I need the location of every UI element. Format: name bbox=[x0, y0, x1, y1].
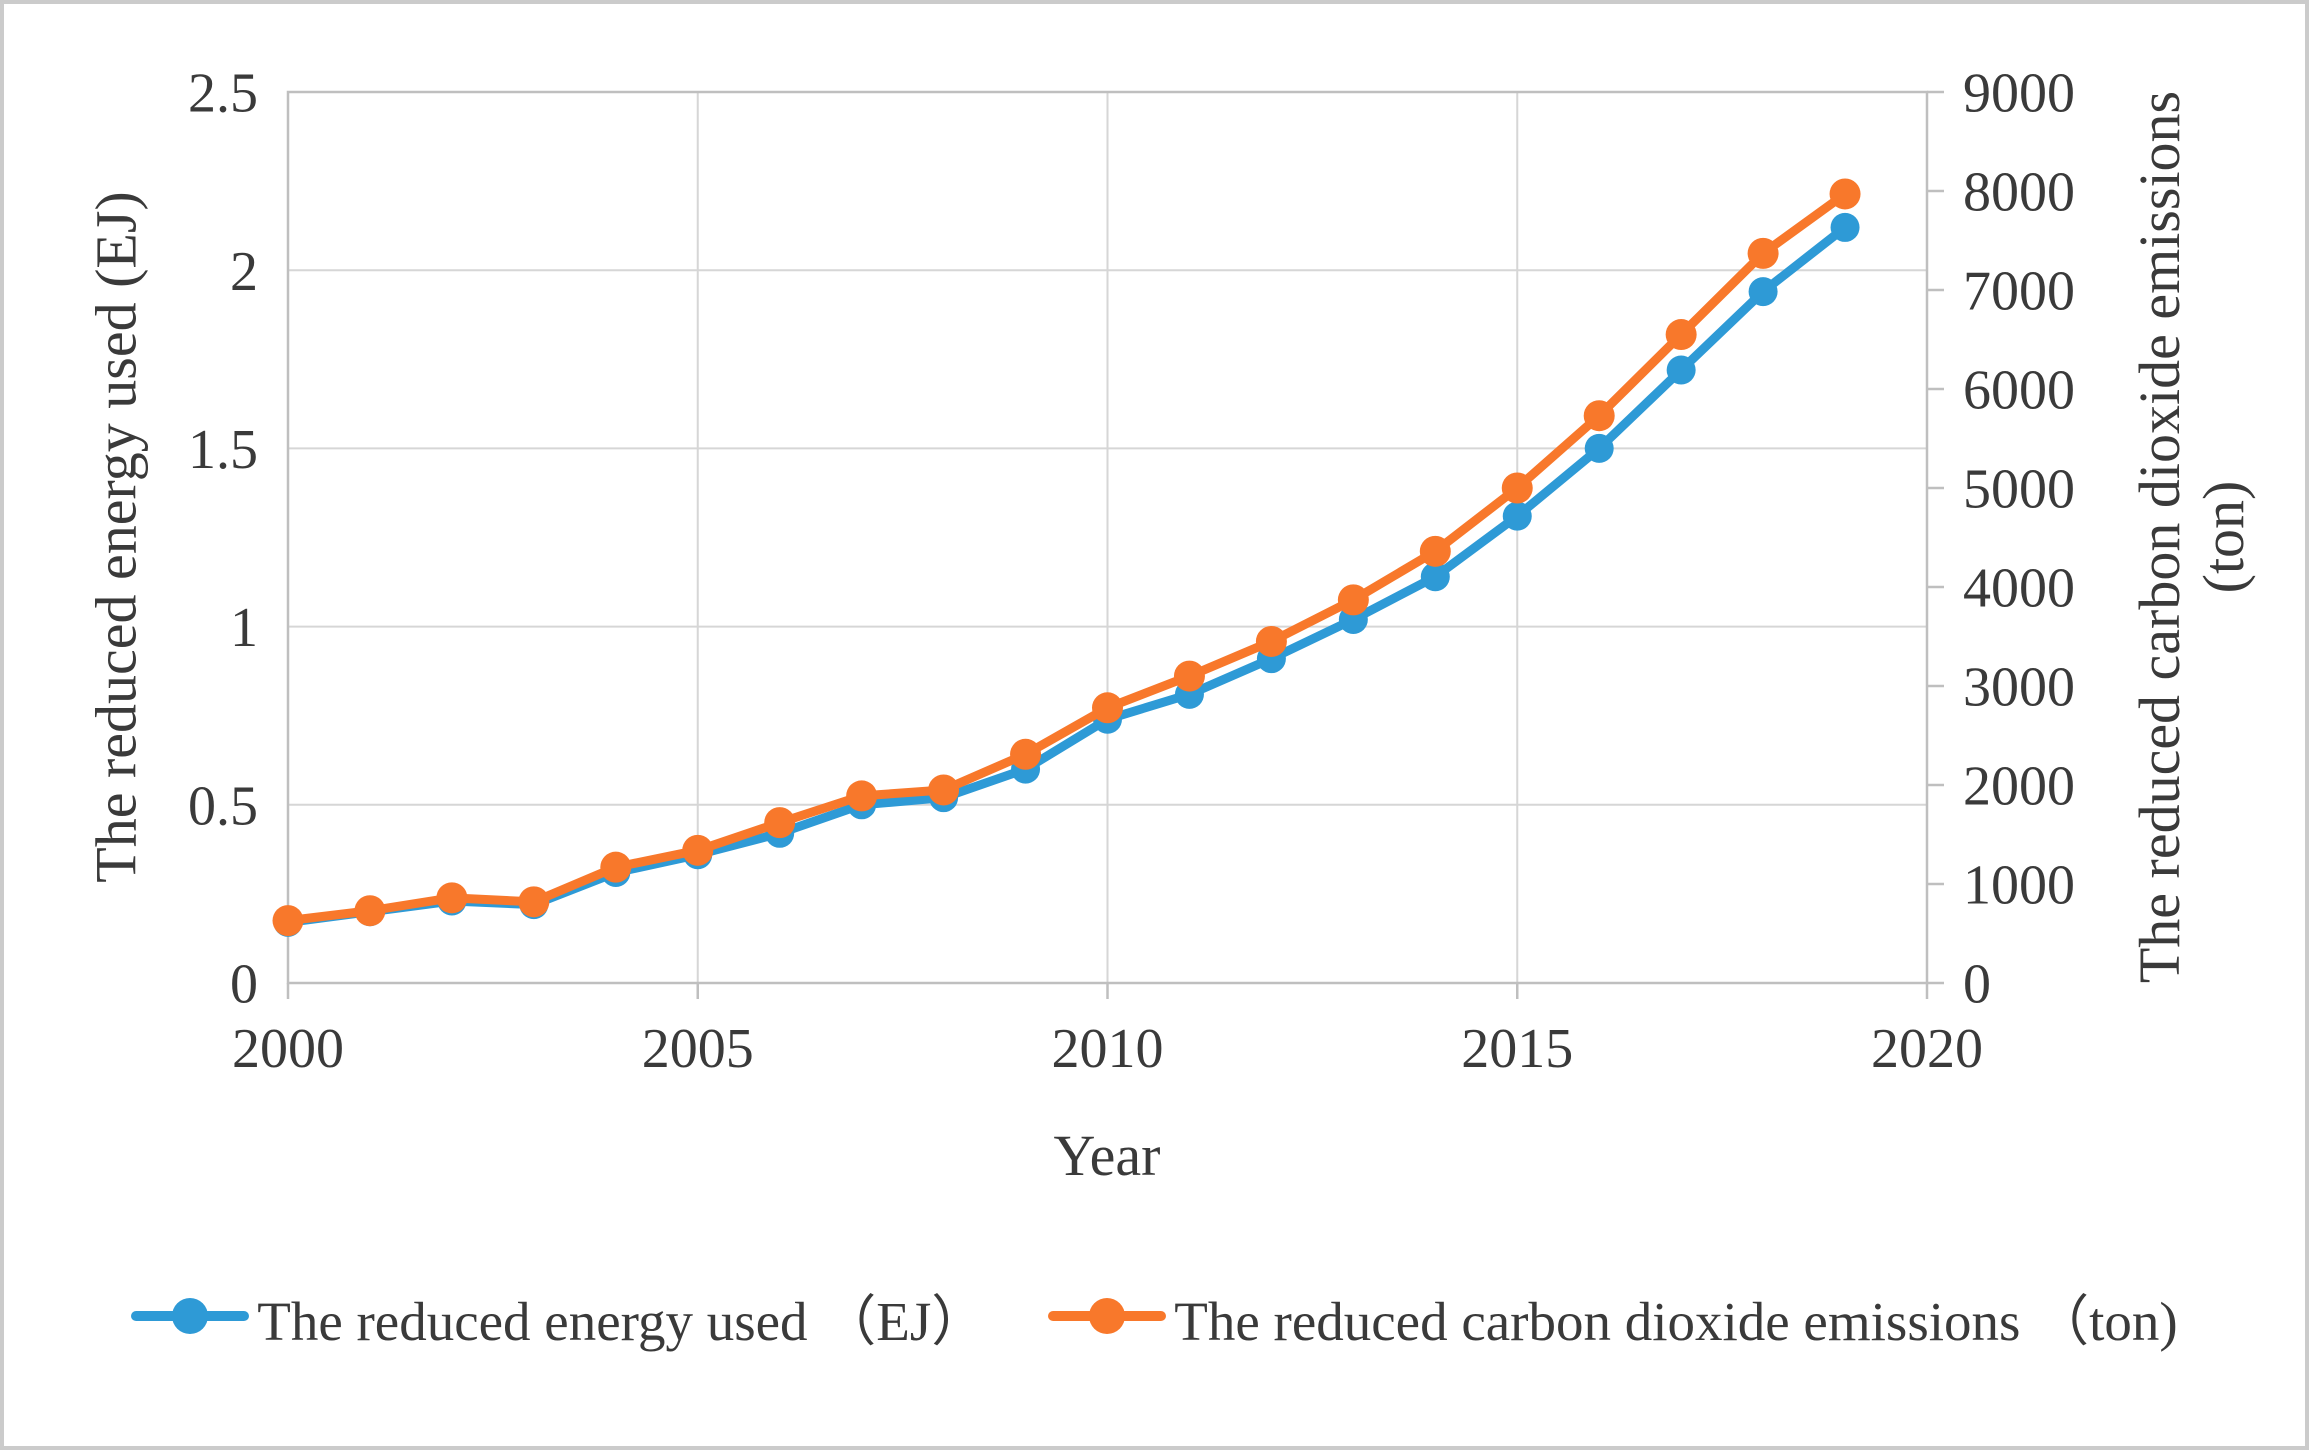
data-point-co2 bbox=[1337, 584, 1369, 616]
series-line-energy bbox=[283, 222, 1850, 927]
data-point-energy bbox=[1584, 433, 1614, 463]
data-point-co2 bbox=[272, 905, 304, 937]
legend: The reduced energy used （EJ） The reduced… bbox=[4, 1276, 2305, 1356]
legend-item-co2: The reduced carbon dioxide emissions （to… bbox=[1048, 1276, 2178, 1356]
left-axis-tick-label: 2.5 bbox=[188, 63, 258, 125]
legend-label-co2: The reduced carbon dioxide emissions （to… bbox=[1174, 1291, 2178, 1352]
left-axis-tick-label: 1 bbox=[230, 597, 258, 659]
legend-dot-icon bbox=[172, 1298, 209, 1334]
left-axis-tick-label: 2 bbox=[230, 241, 258, 303]
series-line-co2 bbox=[283, 189, 1850, 926]
data-point-co2 bbox=[682, 834, 714, 866]
data-point-energy bbox=[1830, 212, 1860, 242]
data-point-co2 bbox=[1173, 660, 1205, 692]
data-point-energy bbox=[1748, 277, 1778, 307]
data-point-co2 bbox=[1092, 692, 1123, 724]
data-point-co2 bbox=[764, 807, 796, 839]
data-point-co2 bbox=[1665, 319, 1697, 351]
data-point-co2 bbox=[1010, 738, 1042, 770]
legend-marker-co2-icon bbox=[1048, 1296, 1167, 1336]
data-point-co2 bbox=[1583, 400, 1615, 432]
data-point-co2 bbox=[928, 774, 960, 806]
left-axis-tick-label: 0.5 bbox=[188, 775, 258, 837]
left-axis-tick-label: 1.5 bbox=[188, 419, 258, 481]
x-axis-tick-label: 2000 bbox=[232, 1018, 344, 1080]
right-axis-tick-label: 6000 bbox=[1963, 360, 2075, 422]
data-point-energy bbox=[1502, 501, 1532, 531]
data-point-co2 bbox=[518, 886, 550, 918]
data-point-co2 bbox=[1255, 625, 1287, 657]
right-axis-tick-label: 2000 bbox=[1963, 756, 2075, 818]
legend-label-energy: The reduced energy used （EJ） bbox=[257, 1291, 987, 1352]
data-point-co2 bbox=[1829, 178, 1861, 210]
legend-item-energy: The reduced energy used （EJ） bbox=[131, 1276, 986, 1356]
data-point-co2 bbox=[846, 780, 878, 812]
right-axis-tick-label: 0 bbox=[1963, 954, 1991, 1016]
x-axis-tick-label: 2005 bbox=[642, 1018, 754, 1080]
right-axis-tick-label: 8000 bbox=[1963, 162, 2075, 224]
right-axis-title-line1: The reduced carbon dioxide emissions bbox=[2127, 90, 2192, 984]
right-axis-title: The reduced carbon dioxide emissions (to… bbox=[2127, 37, 2256, 1037]
data-point-co2 bbox=[1419, 535, 1451, 567]
data-point-co2 bbox=[354, 895, 386, 927]
data-point-co2 bbox=[600, 851, 632, 883]
right-axis-tick-label: 5000 bbox=[1963, 459, 2075, 521]
data-point-co2 bbox=[436, 882, 468, 914]
dual-axis-line-chart: 0 0.5 1 1.5 2 2.5 0 1000 2000 3000 4000 5000 6000 700… bbox=[188, 63, 2075, 1080]
right-axis-tick-label: 3000 bbox=[1963, 657, 2075, 719]
legend-dot-icon bbox=[1089, 1298, 1126, 1334]
data-point-co2 bbox=[1501, 472, 1533, 504]
right-axis-tick-label: 1000 bbox=[1963, 855, 2075, 917]
x-axis-tick-label: 2020 bbox=[1871, 1018, 1983, 1080]
right-axis-tick-label: 4000 bbox=[1963, 558, 2075, 620]
legend-marker-energy-icon bbox=[131, 1296, 250, 1336]
data-point-energy bbox=[1666, 355, 1696, 385]
data-point-energy bbox=[1420, 562, 1450, 592]
right-axis-tick-label: 7000 bbox=[1963, 261, 2075, 323]
x-axis-tick-label: 2015 bbox=[1461, 1018, 1573, 1080]
right-axis-tick-label: 9000 bbox=[1963, 63, 2075, 125]
left-axis-title: The reduced energy used (EJ) bbox=[83, 191, 149, 883]
right-axis-title-line2: (ton) bbox=[2191, 480, 2256, 594]
left-axis-tick-label: 0 bbox=[230, 954, 258, 1016]
x-axis-title: Year bbox=[1053, 1123, 1161, 1188]
data-point-co2 bbox=[1747, 237, 1779, 269]
x-axis-tick-label: 2010 bbox=[1052, 1018, 1164, 1080]
